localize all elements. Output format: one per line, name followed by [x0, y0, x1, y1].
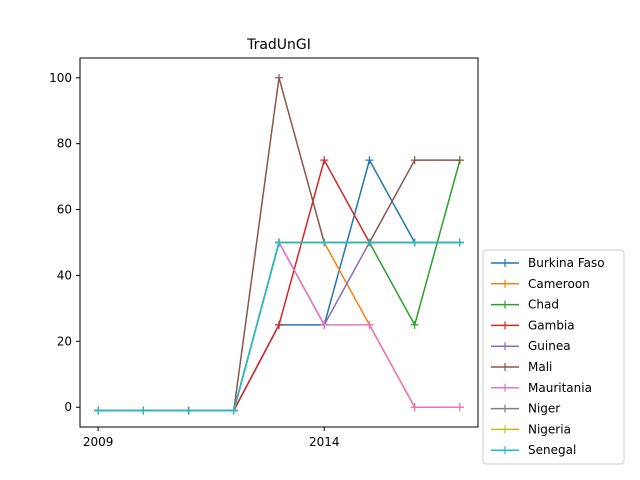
legend-label: Burkina Faso — [528, 256, 605, 270]
y-tick-label: 40 — [57, 268, 72, 282]
data-point — [365, 156, 374, 165]
data-point — [455, 156, 464, 165]
data-point — [455, 238, 464, 247]
legend-label: Chad — [528, 298, 559, 312]
legend-label: Mauritania — [528, 381, 592, 395]
data-point — [229, 406, 238, 415]
legend: Burkina Faso Cameroon Chad Gambia Guinea Mali… — [482, 249, 625, 465]
plot-frame — [79, 57, 479, 428]
legend-item: Guinea — [491, 339, 571, 353]
series-line — [98, 159, 461, 412]
y-tick-label: 100 — [49, 71, 72, 85]
legend-item: Chad — [491, 298, 559, 312]
legend-item: Niger — [491, 402, 560, 416]
data-point — [410, 320, 419, 329]
legend-box — [482, 249, 625, 465]
data-point — [365, 320, 374, 329]
data-point — [320, 320, 329, 329]
legend-label: Guinea — [528, 339, 571, 353]
data-point — [320, 156, 329, 165]
legend-label: Niger — [528, 402, 560, 416]
series-line — [98, 159, 460, 412]
data-point — [139, 406, 148, 415]
data-point — [275, 320, 283, 329]
chart-title: TradUnGI — [246, 37, 311, 53]
legend-label: Senegal — [528, 443, 576, 457]
series-senegal — [94, 238, 464, 415]
legend-item: Mauritania — [491, 381, 592, 395]
legend-item: Senegal — [491, 443, 576, 457]
x-tick-label: 2014 — [309, 435, 340, 449]
legend-item: Gambia — [491, 318, 575, 332]
legend-item: Cameroon — [491, 277, 590, 291]
plot-area: 0 20 40 60 80 100 2009 2014 — [49, 57, 479, 449]
legend-item: Burkina Faso — [491, 256, 605, 270]
legend-label: Gambia — [528, 318, 575, 332]
legend-label: Nigeria — [528, 422, 571, 436]
data-point — [320, 238, 329, 247]
x-tick-label: 2009 — [83, 435, 114, 449]
y-tick-label: 20 — [57, 334, 72, 348]
series-burkina-faso — [94, 156, 464, 415]
data-point — [184, 406, 193, 415]
data-point — [410, 238, 419, 247]
y-tick-label: 80 — [57, 137, 72, 151]
data-point — [275, 238, 283, 247]
data-point — [410, 156, 419, 165]
data-point — [275, 73, 283, 82]
legend-label: Cameroon — [528, 277, 590, 291]
series-line — [98, 159, 460, 412]
y-tick-label: 0 — [64, 400, 72, 414]
legend-label: Mali — [528, 360, 552, 374]
series-chad — [94, 156, 464, 415]
data-point — [94, 406, 103, 415]
data-point — [410, 403, 419, 412]
data-point — [365, 238, 374, 247]
series-gambia — [94, 156, 464, 415]
y-tick-label: 60 — [57, 203, 72, 217]
legend-item: Nigeria — [491, 422, 571, 436]
legend-item: Mali — [491, 360, 552, 374]
data-point — [455, 403, 464, 412]
